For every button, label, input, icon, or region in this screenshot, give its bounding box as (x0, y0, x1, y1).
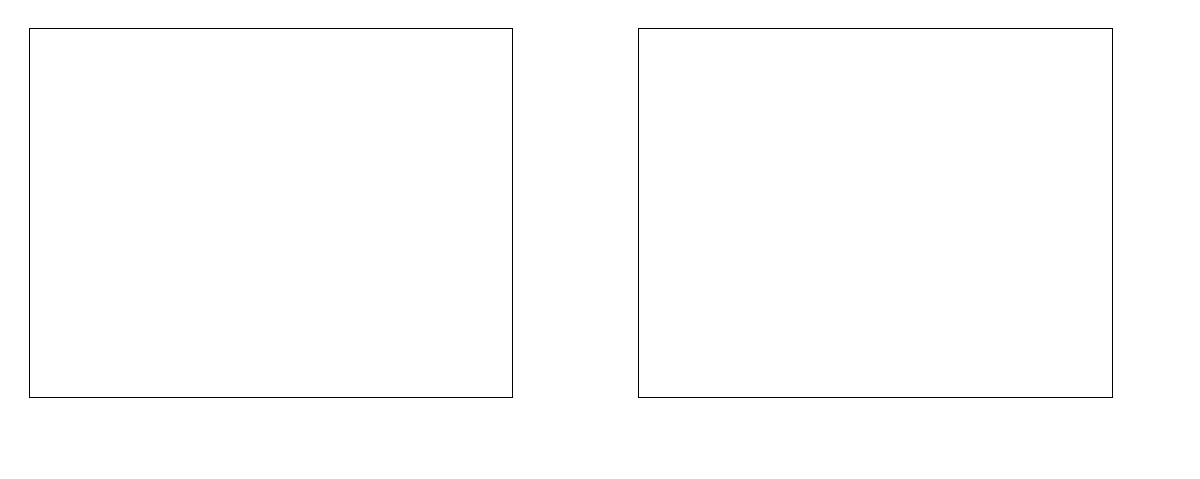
left-panel (29, 28, 513, 398)
model-map-plot-area (29, 28, 513, 398)
right-panel (600, 0, 1200, 479)
model-o3-raster (40, 34, 506, 395)
bias-map-plot-area (638, 28, 1113, 398)
